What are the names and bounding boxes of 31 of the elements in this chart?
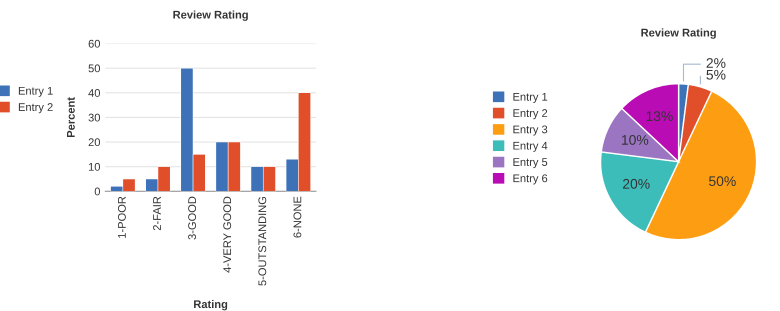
data-label: 2% xyxy=(706,58,726,68)
x-tick-label: 1-POOR xyxy=(118,196,126,238)
data-label: 50% xyxy=(709,176,736,186)
legend-label: Entry 2 xyxy=(18,103,53,114)
legend-label: Entry 2 xyxy=(513,109,548,120)
legend-label: Entry 4 xyxy=(513,142,548,152)
x-axis-title: Rating xyxy=(194,300,228,310)
legend-label: Entry 6 xyxy=(513,174,548,184)
y-tick-label: 40 xyxy=(88,89,100,97)
data-label: 10% xyxy=(622,135,648,145)
y-axis-title: Percent xyxy=(67,97,75,138)
y-tick-label: 30 xyxy=(88,114,100,122)
x-tick-label: 5-OUTSTANDING xyxy=(258,196,266,286)
chart-title: Review Rating xyxy=(173,10,248,21)
legend-label: Entry 5 xyxy=(513,158,548,168)
x-tick-label: 3-GOOD xyxy=(188,196,196,240)
y-tick-label: 60 xyxy=(88,40,100,48)
y-tick-label: 0 xyxy=(94,188,100,196)
data-label: 5% xyxy=(706,70,726,80)
y-tick-label: 20 xyxy=(88,138,100,146)
x-tick-label: 2-FAIR xyxy=(153,196,161,230)
x-tick-label: 6-NONE xyxy=(293,196,302,238)
y-tick-label: 50 xyxy=(88,64,100,72)
data-label: 20% xyxy=(623,178,650,189)
y-tick-label: 10 xyxy=(88,162,100,171)
legend-label: Entry 1 xyxy=(18,86,53,97)
legend-label: Entry 1 xyxy=(513,92,548,103)
x-tick-label: 4-VERY GOOD xyxy=(223,196,232,273)
legend-label: Entry 3 xyxy=(513,125,548,136)
chart-title: Review Rating xyxy=(641,28,716,39)
data-label: 13% xyxy=(646,111,673,122)
